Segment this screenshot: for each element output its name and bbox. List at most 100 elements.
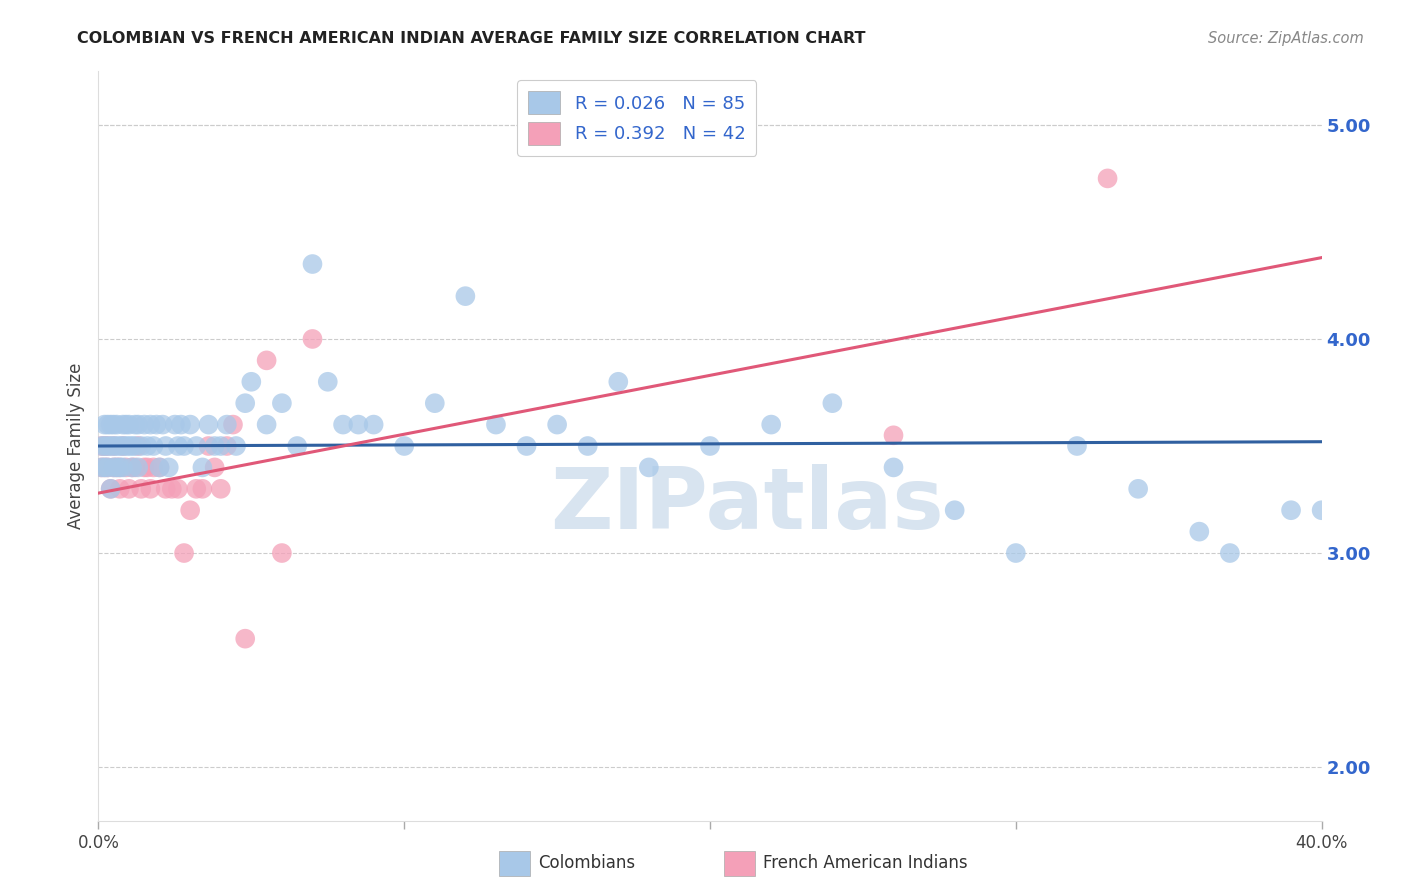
Point (103, 460, 125, 475)
Point (152, 417, 174, 432)
Point (173, 546, 195, 560)
Point (136, 460, 159, 475)
Point (1310, 503, 1333, 517)
Point (1128, 482, 1150, 496)
Point (103, 460, 125, 475)
Text: COLOMBIAN VS FRENCH AMERICAN INDIAN AVERAGE FAMILY SIZE CORRELATION CHART: COLOMBIAN VS FRENCH AMERICAN INDIAN AVER… (77, 31, 866, 46)
Point (209, 439, 232, 453)
Point (637, 460, 661, 475)
Point (173, 439, 195, 453)
Point (759, 417, 782, 432)
Point (155, 482, 177, 496)
Point (97, 460, 120, 475)
Point (108, 482, 131, 496)
Point (270, 546, 292, 560)
Point (139, 482, 162, 496)
Point (90, 460, 112, 475)
Point (157, 460, 180, 475)
Point (191, 460, 214, 475)
Point (225, 439, 247, 453)
Point (124, 439, 146, 453)
Point (347, 417, 370, 432)
Point (485, 417, 508, 432)
Point (105, 439, 128, 453)
Point (197, 417, 219, 432)
Point (163, 417, 186, 432)
Point (142, 439, 165, 453)
Y-axis label: Average Family Size: Average Family Size (66, 363, 84, 529)
Point (111, 417, 134, 432)
Point (103, 439, 125, 453)
Point (363, 417, 385, 432)
Point (149, 460, 172, 475)
Point (124, 460, 146, 475)
Point (186, 482, 208, 496)
Point (93, 417, 115, 432)
Point (215, 417, 238, 432)
Point (108, 439, 131, 453)
Point (256, 417, 278, 432)
Point (93, 439, 115, 453)
Point (100, 417, 122, 432)
Point (115, 417, 138, 432)
Point (301, 257, 323, 271)
Point (97, 439, 120, 453)
Point (118, 417, 141, 432)
Point (197, 439, 219, 453)
Point (233, 396, 256, 410)
Point (516, 439, 538, 453)
Point (149, 460, 172, 475)
Point (285, 439, 308, 453)
Point (134, 460, 156, 475)
Point (1097, 171, 1119, 186)
Point (127, 417, 149, 432)
Point (90, 460, 112, 475)
Point (1279, 503, 1302, 517)
Point (167, 439, 190, 453)
Point (100, 439, 122, 453)
Point (115, 460, 138, 475)
Point (93, 439, 115, 453)
Text: Source: ZipAtlas.com: Source: ZipAtlas.com (1208, 31, 1364, 46)
Point (100, 482, 122, 496)
Text: ZIPatlas: ZIPatlas (550, 465, 943, 548)
Text: Colombians: Colombians (538, 855, 636, 872)
Point (121, 439, 143, 453)
Point (155, 439, 177, 453)
Point (121, 460, 143, 475)
Point (105, 417, 128, 432)
Point (607, 375, 630, 389)
Point (332, 417, 354, 432)
Point (240, 375, 263, 389)
Point (105, 460, 128, 475)
Point (127, 439, 149, 453)
Point (136, 439, 159, 453)
Point (124, 417, 146, 432)
Point (179, 503, 201, 517)
Point (127, 460, 149, 475)
Point (118, 482, 141, 496)
Point (392, 439, 416, 453)
Point (160, 482, 183, 496)
Point (100, 482, 122, 496)
Point (90, 439, 112, 453)
Point (145, 417, 167, 432)
Point (111, 439, 134, 453)
Point (90, 439, 112, 453)
Point (204, 439, 226, 453)
Point (821, 396, 844, 410)
Point (1188, 524, 1211, 539)
Point (215, 439, 238, 453)
Point (256, 353, 278, 368)
Point (883, 460, 905, 475)
Point (97, 439, 120, 453)
Point (93, 460, 115, 475)
Point (105, 460, 128, 475)
Point (699, 439, 721, 453)
Point (108, 460, 131, 475)
Point (270, 396, 292, 410)
Point (316, 375, 339, 389)
Point (546, 417, 568, 432)
Point (222, 417, 245, 432)
Point (179, 417, 201, 432)
